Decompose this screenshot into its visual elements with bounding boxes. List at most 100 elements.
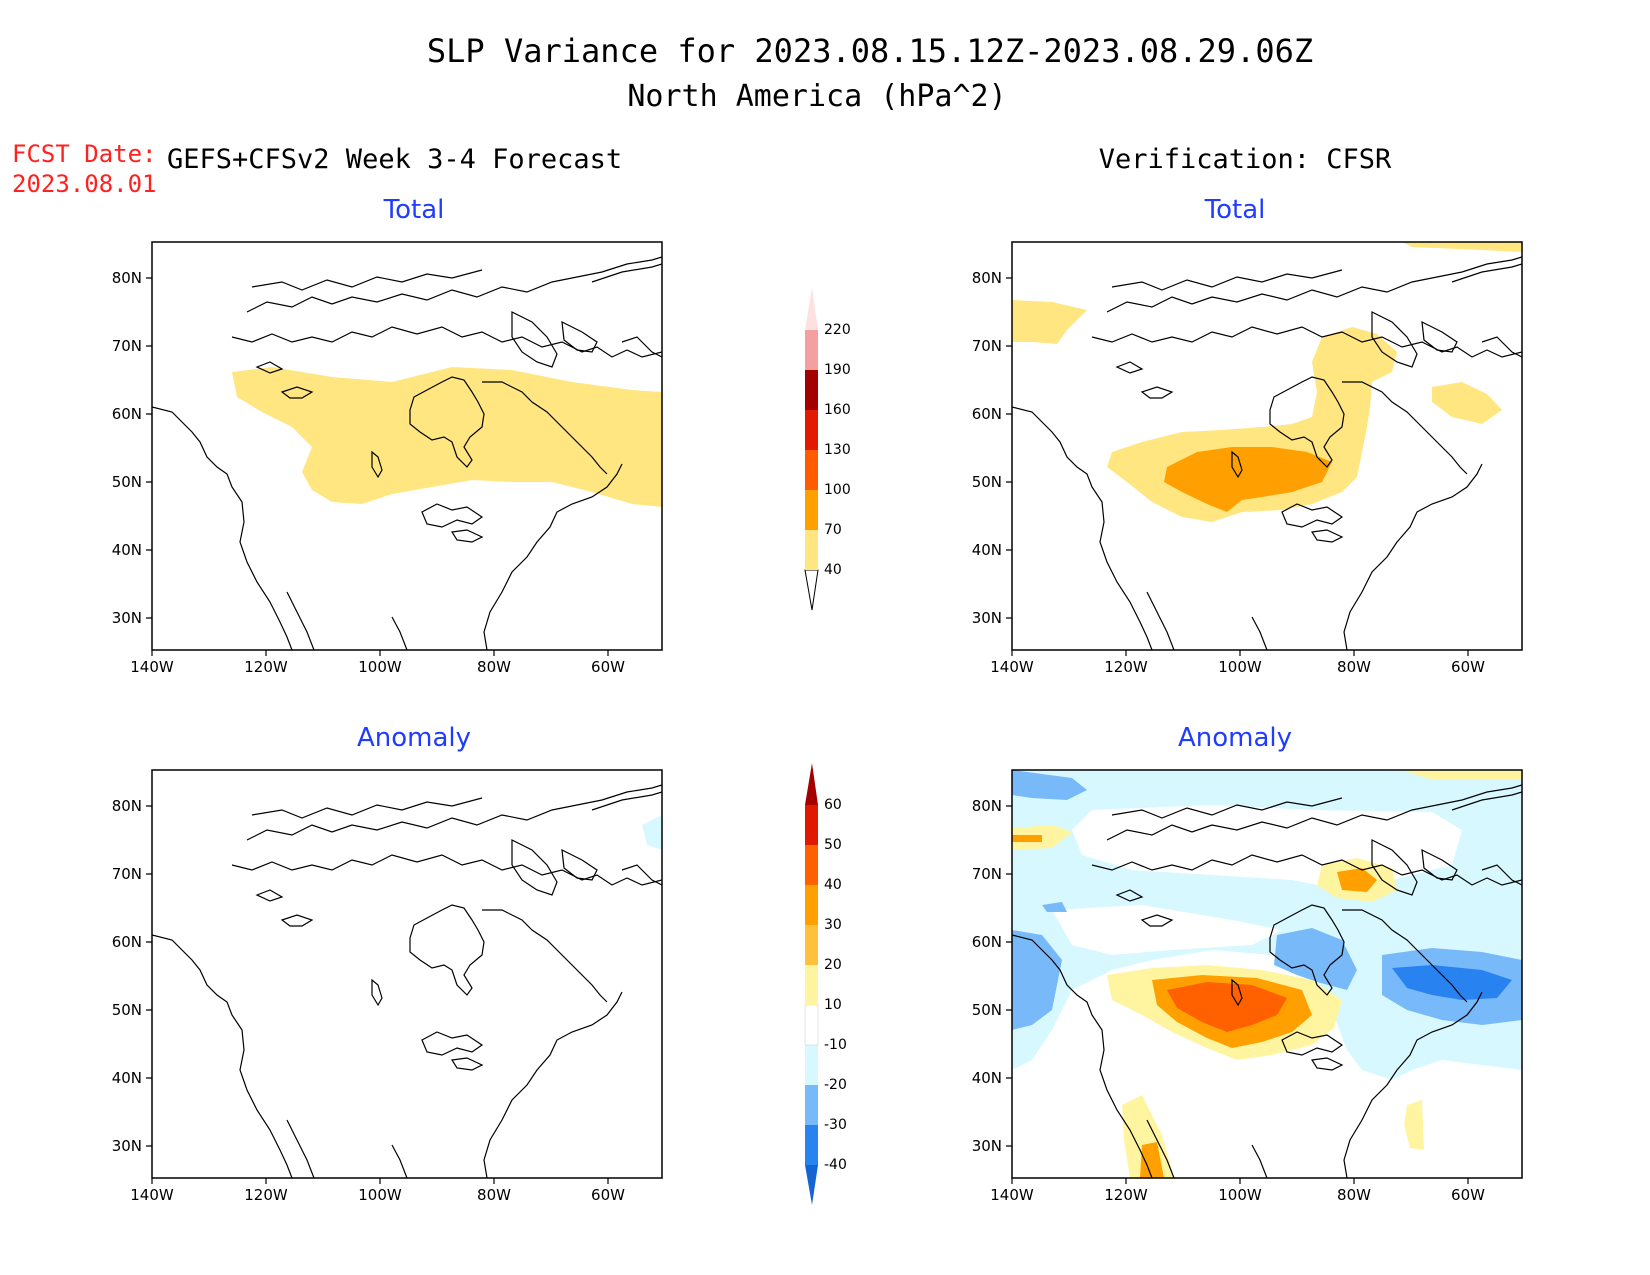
lat-label-80n: 80N bbox=[972, 797, 1002, 815]
anomaly-colorbar-label-m40: -40 bbox=[824, 1157, 847, 1173]
lon-label-60w: 60W bbox=[1451, 1186, 1485, 1204]
anomaly-colorbar-label-m10: -10 bbox=[824, 1037, 847, 1053]
lon-label-120w: 120W bbox=[1104, 658, 1148, 676]
verification-header: Verification: CFSR bbox=[1099, 144, 1392, 175]
verification-anomaly-orange-baffin bbox=[1337, 868, 1377, 892]
lon-label-120w: 120W bbox=[244, 1186, 288, 1204]
anomaly-colorbar-bin-4 bbox=[804, 1004, 819, 1046]
lat-label-60n: 60N bbox=[972, 933, 1002, 951]
verification-anomaly-blue-west bbox=[1012, 930, 1062, 1030]
anomaly-colorbar-label-20: 20 bbox=[824, 957, 842, 973]
fcst-date-label: FCST Date: bbox=[12, 140, 157, 168]
lat-label-50n: 50N bbox=[972, 1001, 1002, 1019]
forecast-total-map bbox=[151, 241, 663, 651]
forecast-header: GEFS+CFSv2 Week 3-4 Forecast bbox=[167, 144, 622, 175]
anomaly-colorbar: -40 -30 -20 -10 10 20 30 40 50 60 bbox=[804, 763, 847, 1205]
total-colorbar-bin-100 bbox=[805, 450, 818, 490]
verification-total-lon-axis: 140W 120W 100W 80W 60W bbox=[990, 658, 1485, 676]
verification-anomaly-blue-east-core bbox=[1392, 965, 1512, 1000]
lat-label-80n: 80N bbox=[972, 269, 1002, 287]
verification-anomaly-small-blue bbox=[1042, 902, 1067, 912]
main-title-line1: SLP Variance for 2023.08.15.12Z-2023.08.… bbox=[427, 32, 1313, 70]
verification-anomaly-lon-axis: 140W 120W 100W 80W 60W bbox=[990, 1186, 1485, 1204]
lon-label-60w: 60W bbox=[591, 1186, 625, 1204]
verification-anomaly-lat-axis: 80N 70N 60N 50N 40N 30N bbox=[972, 797, 1002, 1155]
anomaly-colorbar-bin-5 bbox=[805, 965, 818, 1005]
lon-label-120w: 120W bbox=[244, 658, 288, 676]
lat-label-40n: 40N bbox=[112, 1069, 142, 1087]
lat-label-40n: 40N bbox=[972, 541, 1002, 559]
anomaly-colorbar-label-m30: -30 bbox=[824, 1117, 847, 1133]
fcst-date-value: 2023.08.01 bbox=[12, 170, 157, 198]
lat-label-70n: 70N bbox=[972, 337, 1002, 355]
lon-label-140w: 140W bbox=[990, 1186, 1034, 1204]
verification-anomaly-map bbox=[1011, 769, 1523, 1179]
verification-total-region-70 bbox=[1164, 447, 1332, 512]
verification-total-map bbox=[1011, 241, 1523, 651]
verification-anomaly-darkorange-core bbox=[1167, 982, 1287, 1032]
anomaly-colorbar-label-60: 60 bbox=[824, 797, 842, 813]
total-colorbar-label-40: 40 bbox=[824, 562, 842, 578]
lon-label-60w: 60W bbox=[591, 658, 625, 676]
forecast-total-lat-axis: 80N 70N 60N 50N 40N 30N bbox=[112, 269, 142, 627]
lon-label-100w: 100W bbox=[1218, 1186, 1262, 1204]
anomaly-colorbar-bin-7 bbox=[805, 885, 818, 925]
anomaly-colorbar-label-30: 30 bbox=[824, 917, 842, 933]
total-colorbar-label-190: 190 bbox=[824, 362, 851, 378]
verification-total-region-40-top bbox=[1402, 242, 1522, 252]
verification-anomaly-yellow-top bbox=[1402, 770, 1522, 780]
total-colorbar-label-160: 160 bbox=[824, 402, 851, 418]
lat-label-70n: 70N bbox=[972, 865, 1002, 883]
verification-anomaly-orange-baja bbox=[1140, 1142, 1164, 1178]
lat-label-60n: 60N bbox=[112, 405, 142, 423]
verification-anomaly-yellow-baja bbox=[1122, 1095, 1174, 1178]
anomaly-colorbar-bottom-tip bbox=[805, 1165, 818, 1205]
anomaly-colorbar-top-tip bbox=[805, 763, 818, 805]
verification-total-lat-axis: 80N 70N 60N 50N 40N 30N bbox=[972, 269, 1002, 627]
anomaly-colorbar-bin-6 bbox=[805, 925, 818, 965]
anomaly-colorbar-bin-2 bbox=[805, 1085, 818, 1125]
total-colorbar-bin-160 bbox=[805, 370, 818, 410]
total-colorbar-bin-190 bbox=[805, 330, 818, 370]
lat-label-70n: 70N bbox=[112, 865, 142, 883]
total-colorbar-label-70: 70 bbox=[824, 522, 842, 538]
lat-label-80n: 80N bbox=[112, 269, 142, 287]
lon-label-140w: 140W bbox=[130, 1186, 174, 1204]
anomaly-colorbar-label-10: 10 bbox=[824, 997, 842, 1013]
anomaly-colorbar-label-m20: -20 bbox=[824, 1077, 847, 1093]
anomaly-colorbar-bin-1 bbox=[805, 1125, 818, 1165]
lat-label-40n: 40N bbox=[112, 541, 142, 559]
lat-label-50n: 50N bbox=[112, 1001, 142, 1019]
total-colorbar-label-130: 130 bbox=[824, 442, 851, 458]
verification-anomaly-neutral-west bbox=[1052, 905, 1282, 955]
anomaly-colorbar-bin-3 bbox=[805, 1045, 818, 1085]
verification-anomaly-yellow-atlantic bbox=[1404, 1100, 1424, 1150]
verification-total-region-40-ne bbox=[1432, 382, 1502, 424]
total-colorbar-bottom-tip bbox=[804, 569, 819, 611]
lat-label-80n: 80N bbox=[112, 797, 142, 815]
verification-anomaly-title: Anomaly bbox=[1178, 723, 1292, 753]
anomaly-colorbar-bin-9 bbox=[805, 805, 818, 845]
verification-total-title: Total bbox=[1204, 195, 1266, 225]
main-title-line2: North America (hPa^2) bbox=[627, 79, 1006, 114]
forecast-anomaly-region-small bbox=[642, 815, 662, 850]
lat-label-40n: 40N bbox=[972, 1069, 1002, 1087]
lon-label-60w: 60W bbox=[1451, 658, 1485, 676]
lon-label-80w: 80W bbox=[477, 1186, 511, 1204]
forecast-total-lon-axis: 140W 120W 100W 80W 60W bbox=[130, 658, 625, 676]
lon-label-100w: 100W bbox=[358, 658, 402, 676]
lat-label-50n: 50N bbox=[972, 473, 1002, 491]
forecast-anomaly-title: Anomaly bbox=[357, 723, 471, 753]
forecast-anomaly-map bbox=[151, 769, 663, 1179]
verification-anomaly-blue-hudson bbox=[1274, 928, 1357, 990]
lat-label-30n: 30N bbox=[112, 609, 142, 627]
lon-label-80w: 80W bbox=[1337, 658, 1371, 676]
verification-anomaly-orange-nw bbox=[1012, 835, 1042, 842]
lon-label-140w: 140W bbox=[130, 658, 174, 676]
lat-label-70n: 70N bbox=[112, 337, 142, 355]
total-colorbar-top-tip bbox=[805, 288, 818, 330]
lon-label-140w: 140W bbox=[990, 658, 1034, 676]
lat-label-60n: 60N bbox=[972, 405, 1002, 423]
lon-label-100w: 100W bbox=[1218, 658, 1262, 676]
lon-label-100w: 100W bbox=[358, 1186, 402, 1204]
